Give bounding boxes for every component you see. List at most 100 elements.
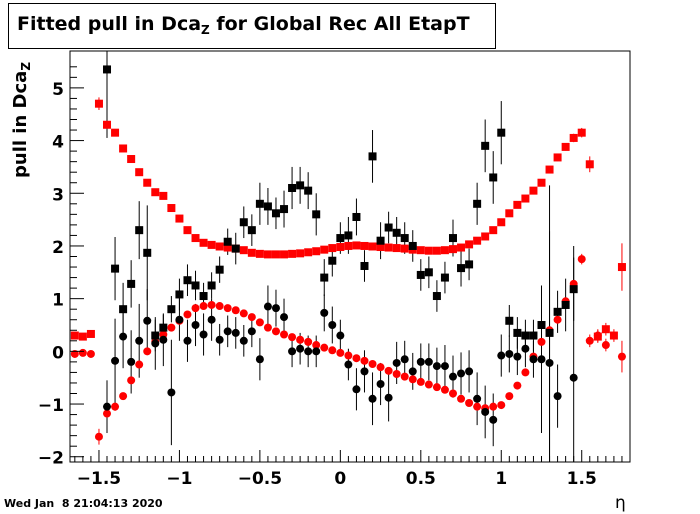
data-point-square: [151, 188, 160, 197]
data-point-circle: [408, 375, 417, 384]
data-point-circle: [593, 331, 602, 340]
data-point-square: [368, 152, 377, 161]
data-point-circle: [521, 344, 530, 353]
data-point-circle: [585, 336, 594, 345]
data-point-circle: [288, 347, 297, 356]
x-tick-label: 1.5: [567, 469, 597, 489]
data-point-square: [392, 244, 401, 253]
data-point-square: [263, 202, 272, 211]
data-point-circle: [384, 366, 393, 375]
data-point-square: [376, 243, 385, 252]
y-tick-label: 2: [52, 238, 64, 258]
data-point-circle: [384, 393, 393, 402]
data-point-square: [103, 120, 112, 129]
data-markers: [70, 65, 626, 441]
data-point-square: [247, 226, 256, 235]
data-point-square: [320, 245, 329, 254]
data-point-circle: [457, 369, 466, 378]
data-point-circle: [143, 316, 152, 325]
data-point-square: [288, 184, 297, 192]
data-point-square: [505, 316, 514, 325]
data-point-square: [312, 247, 321, 256]
data-point-circle: [223, 304, 232, 313]
x-axis: −1.5 −1 −0.5 0 0.5 1 1.5: [74, 450, 623, 489]
data-point-square: [577, 128, 586, 137]
data-point-circle: [505, 392, 514, 401]
data-point-square: [328, 256, 337, 265]
data-point-square: [151, 331, 160, 340]
data-point-circle: [94, 432, 103, 441]
data-point-square: [288, 249, 297, 258]
data-point-square: [336, 234, 345, 243]
data-point-square: [513, 200, 522, 209]
y-axis: −2 −1 0 1 2 3 4 5: [38, 66, 84, 469]
data-point-square: [609, 331, 618, 340]
data-point-square: [473, 236, 482, 245]
data-point-circle: [368, 359, 377, 368]
data-point-circle: [159, 335, 168, 344]
data-point-circle: [513, 352, 522, 361]
data-point-circle: [465, 367, 474, 376]
data-point-circle: [127, 357, 136, 366]
x-tick-label: −1: [166, 469, 192, 489]
data-point-square: [416, 246, 425, 255]
data-point-square: [448, 234, 457, 243]
data-point-square: [481, 232, 490, 241]
data-point-square: [304, 186, 313, 195]
data-point-square: [465, 240, 474, 249]
data-point-square: [223, 237, 232, 246]
data-point-square: [215, 265, 224, 274]
data-point-square: [223, 243, 232, 252]
data-point-square: [448, 245, 457, 254]
data-point-circle: [103, 402, 112, 411]
data-point-circle: [400, 355, 409, 364]
data-point-circle: [70, 349, 79, 358]
data-point-square: [569, 133, 578, 142]
data-point-circle: [312, 347, 321, 356]
data-point-square: [457, 264, 466, 273]
data-point-square: [561, 142, 570, 151]
data-point-circle: [288, 333, 297, 342]
data-point-circle: [360, 356, 369, 365]
data-point-square: [94, 99, 103, 108]
data-point-square: [111, 264, 120, 273]
data-point-square: [207, 281, 216, 290]
data-point-circle: [344, 351, 353, 360]
data-point-circle: [151, 339, 160, 348]
data-point-circle: [416, 377, 425, 386]
data-point-circle: [135, 360, 144, 369]
data-point-square: [135, 226, 144, 235]
data-point-square: [159, 323, 168, 332]
data-point-circle: [457, 394, 466, 403]
data-point-circle: [103, 409, 112, 418]
data-point-circle: [191, 304, 200, 313]
y-tick-label: 1: [52, 291, 64, 311]
data-point-circle: [577, 255, 586, 264]
data-point-circle: [231, 328, 240, 337]
data-point-circle: [392, 370, 401, 379]
data-point-circle: [183, 336, 192, 345]
data-point-square: [368, 242, 377, 251]
data-point-square: [135, 168, 144, 177]
y-axis-label: pull in DcaZ: [10, 61, 33, 178]
data-point-circle: [497, 401, 506, 410]
data-point-square: [271, 250, 280, 259]
data-point-square: [473, 199, 482, 208]
data-point-square: [296, 181, 305, 190]
data-point-circle: [207, 315, 216, 324]
data-point-square: [424, 268, 433, 277]
data-point-circle: [569, 373, 578, 382]
x-tick-label: −0.5: [238, 469, 282, 489]
data-point-circle: [465, 398, 474, 407]
data-point-circle: [280, 330, 289, 339]
y-tick-label: 3: [52, 185, 64, 205]
data-point-circle: [432, 362, 441, 371]
data-point-square: [344, 231, 353, 240]
data-point-square: [183, 226, 192, 235]
data-point-circle: [537, 355, 546, 364]
data-point-circle: [239, 336, 248, 345]
data-point-circle: [440, 385, 449, 394]
data-point-circle: [280, 313, 289, 322]
data-point-square: [561, 300, 570, 309]
y-tick-label: 0: [52, 343, 64, 363]
